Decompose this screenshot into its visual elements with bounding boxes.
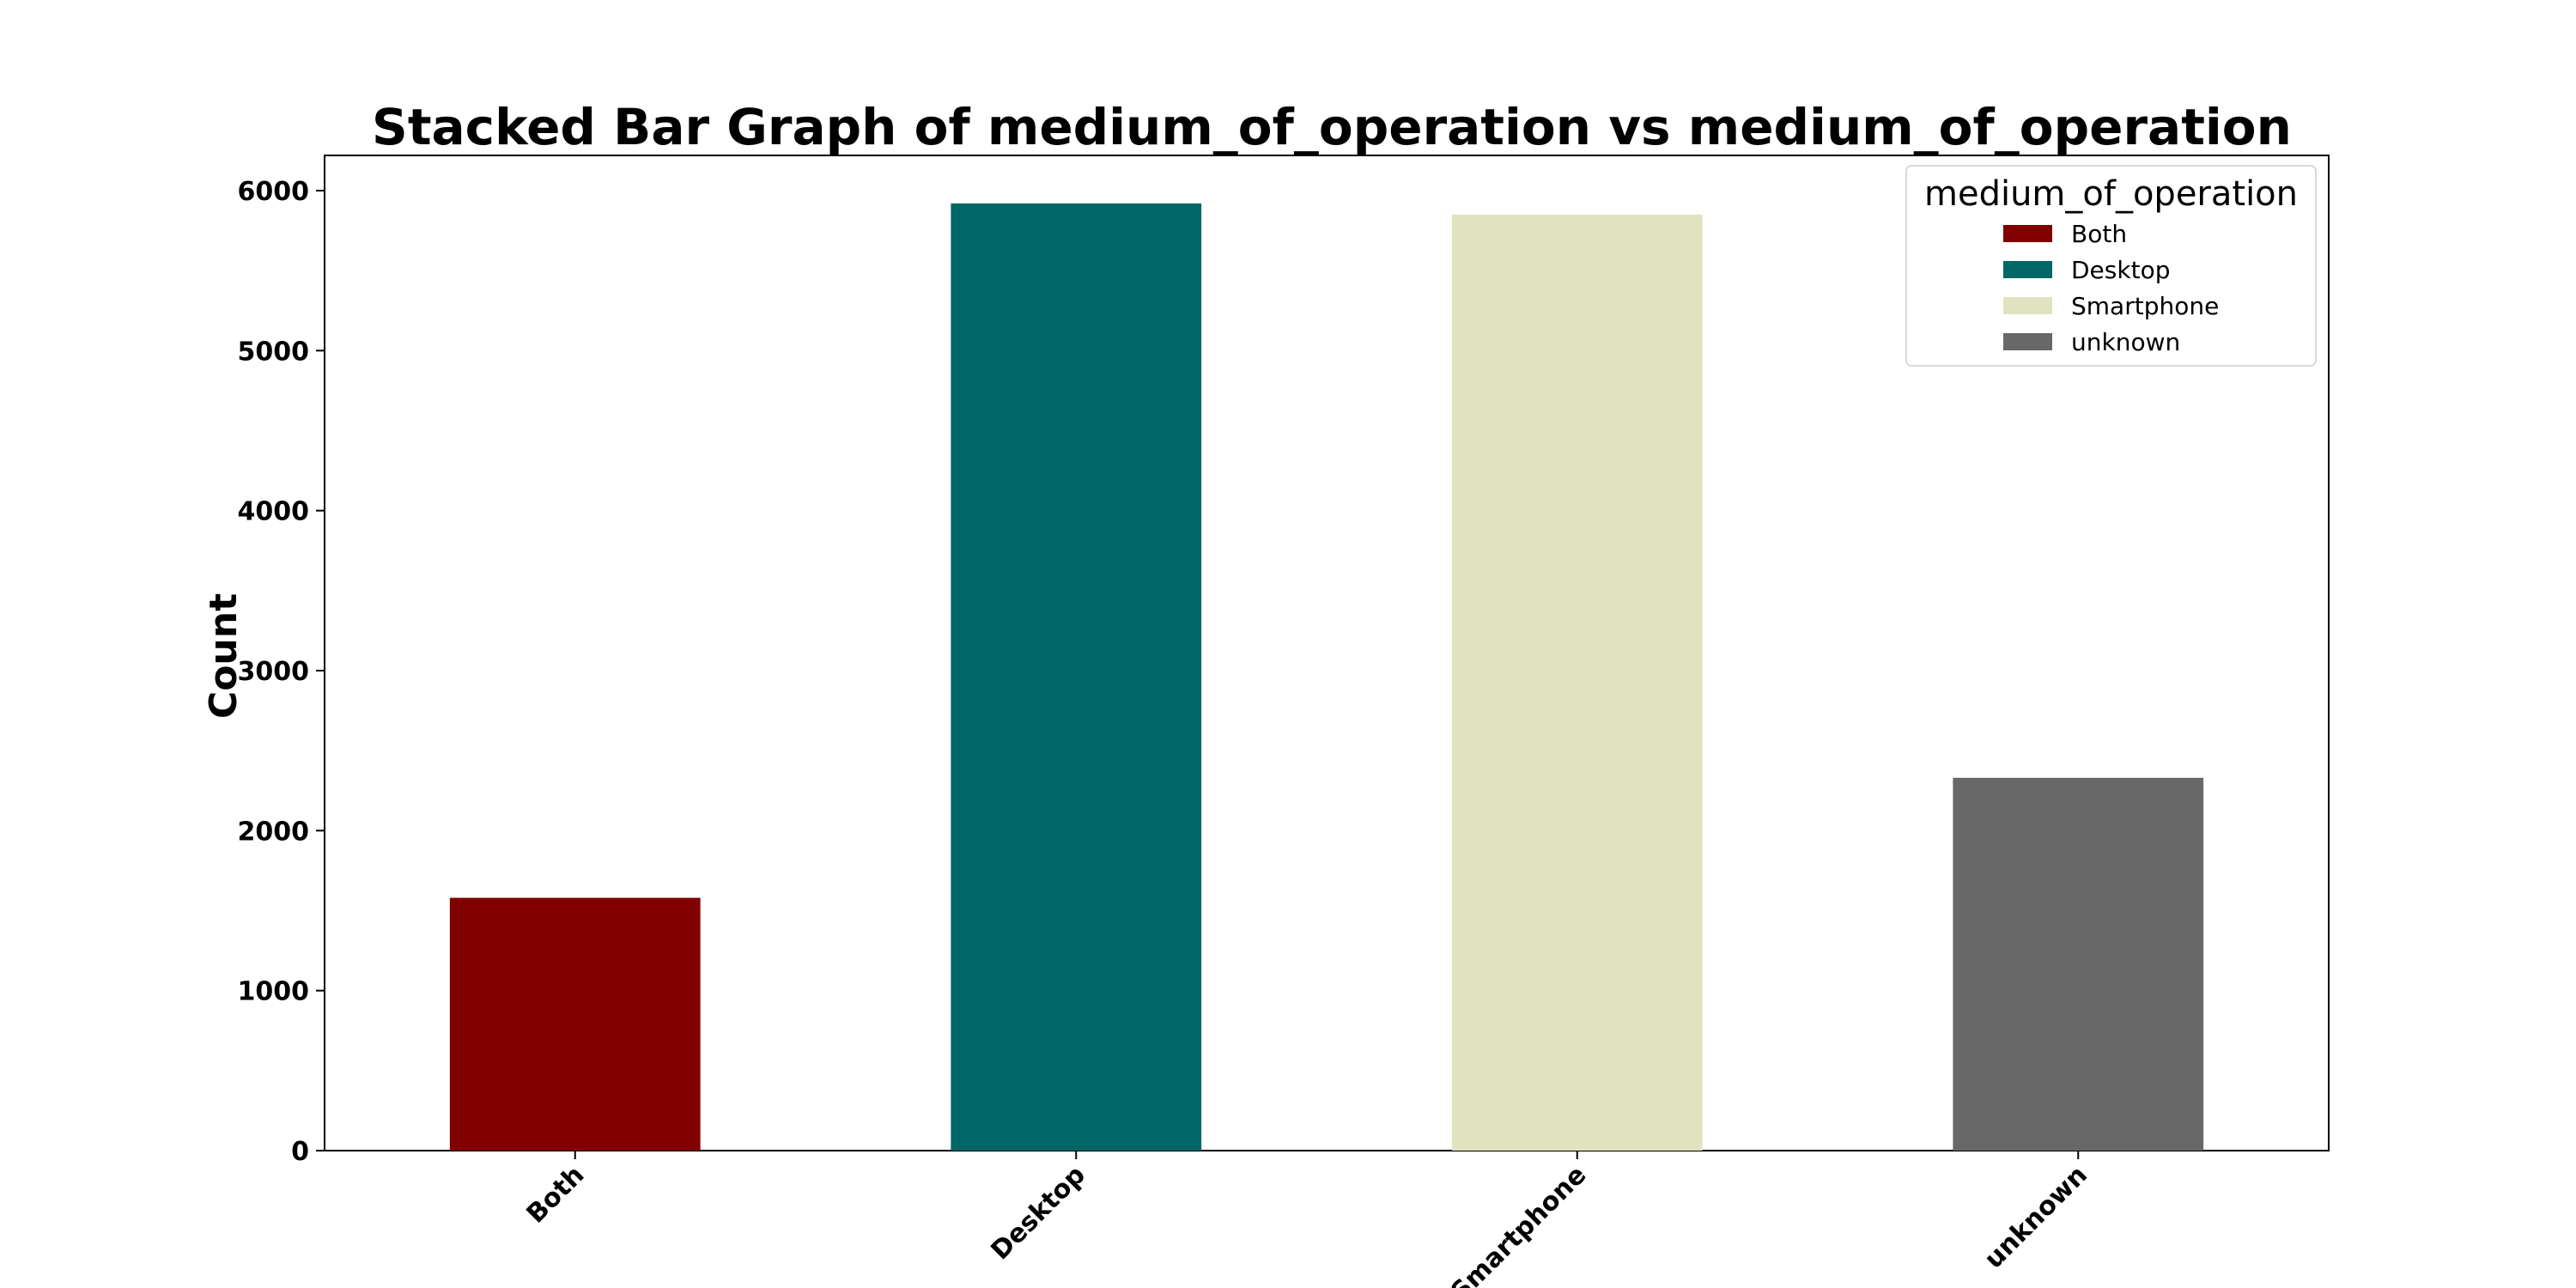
y-tick-label: 5000 [238, 337, 310, 367]
plot-frame [324, 155, 2330, 1151]
x-tick-label-unknown: unknown [1978, 1160, 2093, 1274]
y-tick-label: 4000 [238, 497, 310, 527]
plot-area: 0 1000 2000 3000 4000 5000 6000 Both Desktop Smar… [238, 155, 2330, 1288]
legend-label-smartphone: Smartphone [2071, 292, 2219, 320]
y-axis-label: Count [202, 593, 246, 719]
x-tick-label-desktop: Desktop [986, 1160, 1091, 1266]
x-tick-label-smartphone: Smartphone [1445, 1160, 1592, 1288]
legend-title: medium_of_operation [1924, 174, 2298, 214]
legend-swatch-smartphone [2003, 297, 2052, 314]
y-tick-label: 0 [291, 1137, 309, 1167]
legend-label-desktop: Desktop [2071, 256, 2170, 284]
legend: medium_of_operation Both Desktop Smartphone… [1905, 165, 2317, 367]
x-tick-label-both: Both [521, 1160, 591, 1230]
legend-swatch-desktop [2003, 261, 2052, 278]
chart-title: Stacked Bar Graph of medium_of_operation… [372, 98, 2292, 156]
bar-unknown-unknown [1953, 777, 2204, 1151]
legend-swatch-unknown [2003, 333, 2052, 350]
legend-box [1905, 165, 2317, 367]
y-tick-label: 1000 [238, 977, 310, 1007]
y-tick-label: 2000 [238, 817, 310, 847]
legend-label-unknown: unknown [2071, 328, 2180, 356]
legend-label-both: Both [2071, 220, 2127, 248]
bar-both-both [449, 897, 701, 1151]
y-tick-label: 3000 [238, 657, 310, 687]
y-tick-label: 6000 [238, 177, 310, 207]
bar-desktop-desktop [951, 203, 1202, 1151]
bar-smartphone-smartphone [1451, 214, 1703, 1151]
legend-swatch-both [2003, 225, 2052, 242]
